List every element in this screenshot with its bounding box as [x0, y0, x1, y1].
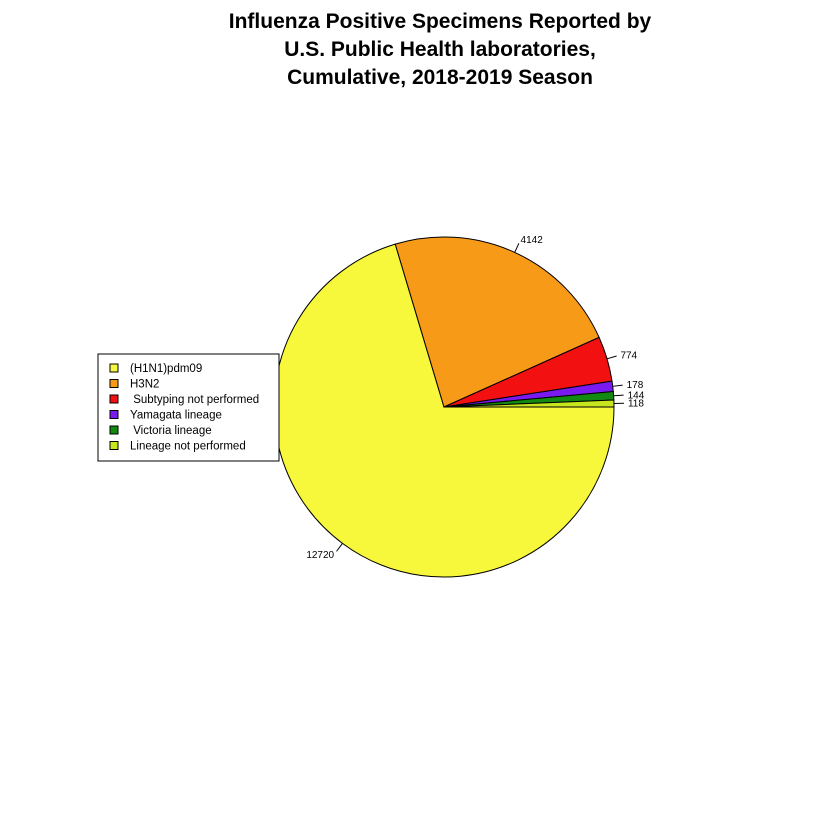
data-label-victoria-lineage: 144	[628, 390, 645, 401]
legend-label-h1n1-pdm09: (H1N1)pdm09	[130, 363, 202, 375]
leader-line-yamagata-lineage	[612, 384, 623, 387]
legend: (H1N1)pdm09 H3N2 Subtyping not performed Y…	[97, 353, 280, 462]
data-label-yamagata-lineage: 178	[627, 380, 644, 391]
legend-swatch-h3n2	[109, 379, 119, 388]
legend-swatch-victoria-lineage	[109, 425, 119, 435]
data-label-h3n2: 4142	[521, 235, 544, 246]
leader-line-h3n2	[514, 243, 520, 253]
chart-title: Influenza Positive Specimens Reported by…	[0, 8, 840, 92]
data-label-lineage-not-performed: 118	[628, 399, 644, 410]
legend-box	[97, 353, 280, 462]
legend-swatch-yamagata-lineage	[109, 410, 119, 419]
legend-swatch-lineage-not-performed	[109, 441, 119, 450]
legend-label-victoria-lineage: Victoria lineage	[130, 425, 212, 437]
legend-swatch-subtyping-not-performed	[109, 394, 119, 404]
leader-line-subtyping-not-performed	[606, 355, 617, 360]
pie-slice-h3n2	[394, 236, 600, 408]
leader-line-h1n1-pdm09	[336, 543, 343, 552]
data-label-h1n1-pdm09: 12720	[306, 550, 334, 561]
data-label-subtyping-not-performed: 774	[620, 350, 637, 361]
chart-title-line-3: Cumulative, 2018-2019 Season	[287, 66, 593, 89]
leader-line-victoria-lineage	[613, 394, 624, 397]
legend-label-h3n2: H3N2	[130, 379, 159, 391]
legend-swatch-h1n1-pdm09	[109, 363, 119, 373]
chart-title-line-1: Influenza Positive Specimens Reported by	[228, 10, 652, 33]
legend-label-subtyping-not-performed: Subtyping not performed	[130, 394, 259, 406]
legend-label-lineage-not-performed: Lineage not performed	[130, 441, 246, 453]
chart-title-line-2: U.S. Public Health laboratories,	[284, 38, 596, 61]
legend-label-yamagata-lineage: Yamagata lineage	[130, 410, 222, 422]
